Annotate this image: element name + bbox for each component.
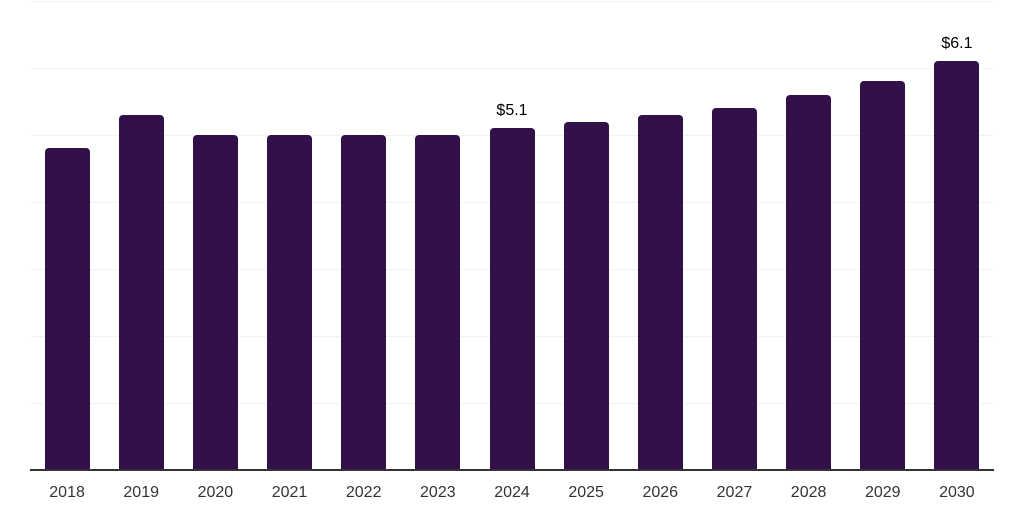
x-axis-label-2023: 2023 xyxy=(420,484,456,501)
bar-2021[interactable] xyxy=(267,135,313,470)
data-label-2024: $5.1 xyxy=(496,102,528,120)
x-axis-label-2026: 2026 xyxy=(642,484,679,501)
bar-2025[interactable] xyxy=(563,121,609,470)
data-label-2030: $6.1 xyxy=(941,35,973,53)
bar-2029[interactable] xyxy=(860,81,906,470)
bar-2023[interactable] xyxy=(415,135,461,470)
bar-2018[interactable] xyxy=(44,148,90,470)
x-axis-line xyxy=(30,469,994,471)
bar-2026[interactable] xyxy=(637,114,683,470)
bar-2027[interactable] xyxy=(711,108,757,470)
x-axis-label-2021: 2021 xyxy=(271,484,308,501)
bar-2030[interactable] xyxy=(934,61,980,470)
x-axis-label-2029: 2029 xyxy=(864,484,901,501)
plot-area: $5.1 $6.1 xyxy=(30,1,994,470)
x-axis-label-2018: 2018 xyxy=(49,484,85,501)
bar-2020[interactable] xyxy=(192,135,238,470)
x-axis-labels-layer: 2018 2019 2020 2021 2022 2023 2024 2025 2026 2027… xyxy=(30,483,994,505)
x-axis-label-2028: 2028 xyxy=(790,484,827,501)
x-axis-label-2024: 2024 xyxy=(494,484,530,501)
bar-2028[interactable] xyxy=(786,94,832,470)
bar-2019[interactable] xyxy=(118,114,164,470)
x-axis-label-2030: 2030 xyxy=(939,484,975,501)
gridline xyxy=(30,1,994,2)
gridline xyxy=(30,68,994,69)
bar-2024[interactable] xyxy=(489,128,535,470)
x-axis-label-2019: 2019 xyxy=(123,484,159,501)
x-axis-label-2027: 2027 xyxy=(716,484,753,501)
x-axis-label-2022: 2022 xyxy=(345,484,382,501)
x-axis-label-2025: 2025 xyxy=(568,484,604,501)
x-axis-label-2020: 2020 xyxy=(197,484,234,501)
bar-2022[interactable] xyxy=(341,135,387,470)
